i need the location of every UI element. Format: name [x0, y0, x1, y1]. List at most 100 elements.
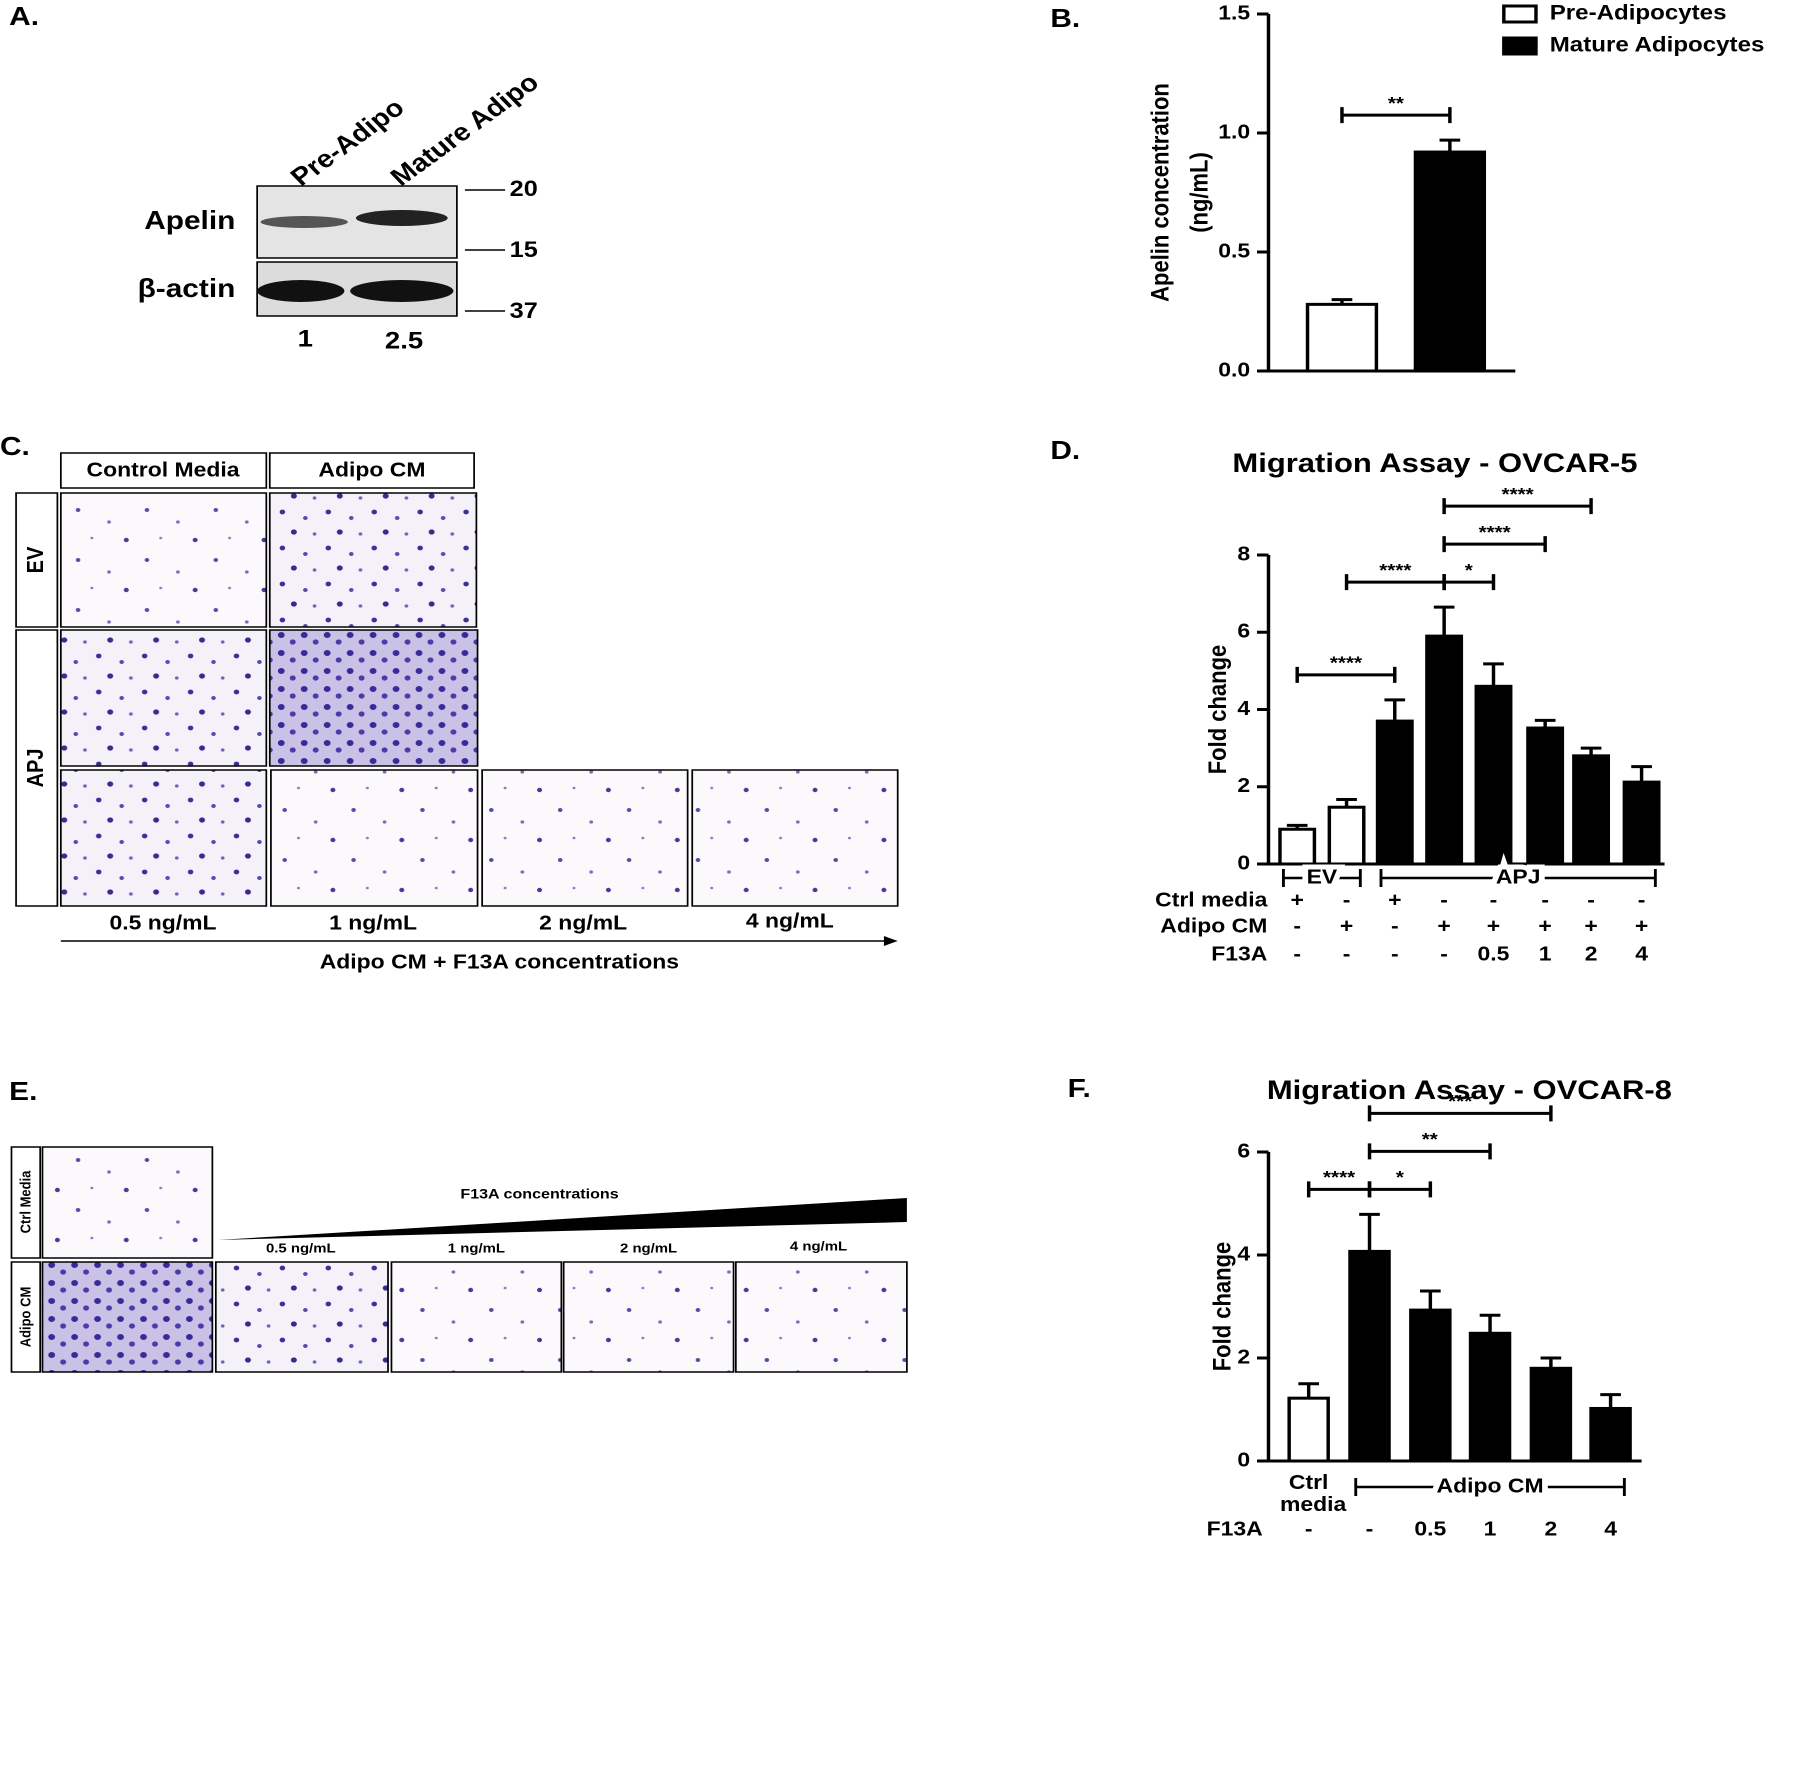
condition-value: +: [1437, 915, 1450, 937]
row-header: [10, 1261, 42, 1373]
bar: [1526, 726, 1565, 866]
y-axis-label: (ng/mL): [1186, 152, 1214, 233]
micrograph: [390, 1261, 563, 1373]
significance-bracket: [1367, 1143, 1492, 1160]
condition-value: 0.5: [1478, 943, 1510, 965]
error-bar: [1483, 662, 1504, 687]
group-line: [1354, 1478, 1626, 1496]
micrograph: [41, 1146, 214, 1259]
significance-bracket: [1367, 1181, 1433, 1198]
significance-bracket: [1367, 1105, 1553, 1122]
error-bar: [1600, 1393, 1621, 1409]
y-tick-label: 1.5: [1218, 2, 1250, 24]
condition-value: 4: [1635, 943, 1648, 965]
quantification: 2.5: [385, 328, 423, 354]
bar: [1474, 684, 1513, 866]
bar: [1529, 1366, 1573, 1463]
concentration-label: 1 ng/mL: [448, 1240, 506, 1255]
bar: [1287, 1396, 1330, 1463]
error-bar: [1631, 765, 1652, 783]
y-tick-label: 6: [1237, 620, 1250, 642]
condition-value: -: [1587, 889, 1595, 911]
panel-label: C.: [0, 432, 30, 461]
blot-band: [355, 210, 448, 226]
micrograph: [214, 1261, 389, 1373]
condition-value: -: [1638, 889, 1646, 911]
condition-value: +: [1635, 915, 1648, 937]
significance-label: ****: [1323, 1167, 1356, 1187]
row-label: EV: [23, 546, 49, 573]
significance-label: ****: [1502, 484, 1535, 504]
error-bar: [1298, 1382, 1320, 1399]
concentration-label: 1 ng/mL: [329, 912, 417, 934]
bar: [1589, 1406, 1632, 1463]
bar: [1375, 719, 1414, 866]
micrograph: [268, 492, 478, 628]
bar: [1409, 1308, 1452, 1463]
lane-label: Mature Adipo: [384, 68, 544, 191]
condition-value: -: [1343, 943, 1351, 965]
condition-value: +: [1340, 915, 1353, 937]
error-bar: [1384, 698, 1406, 722]
concentration-label: 0.5 ng/mL: [109, 912, 216, 934]
micrograph: [562, 1261, 735, 1373]
significance-label: **: [1388, 93, 1405, 113]
marker-label: 15: [510, 238, 538, 262]
y-tick-label: 0: [1237, 1449, 1250, 1471]
significance-label: *: [1465, 560, 1474, 580]
panel-label: B.: [1050, 4, 1080, 33]
concentration-label: 4 ng/mL: [746, 910, 834, 932]
significance-label: *: [1396, 1167, 1405, 1187]
concentration-label: 2 ng/mL: [620, 1240, 678, 1255]
bar: [1425, 634, 1464, 866]
error-bar: [1540, 1356, 1562, 1369]
condition-value: 2: [1545, 1518, 1558, 1540]
y-tick-label: 4: [1237, 1243, 1250, 1265]
axis-label: Adipo CM + F13A concentrations: [320, 951, 679, 973]
row-label: APJ: [23, 749, 49, 788]
legend-swatch: [1502, 4, 1538, 24]
error-bar: [1420, 1289, 1441, 1311]
micrograph: [59, 629, 268, 767]
micrograph: [481, 769, 689, 907]
condition-value: +: [1487, 915, 1500, 937]
panel-label: D.: [1050, 436, 1080, 465]
micrograph: [691, 769, 899, 907]
y-tick-label: 6: [1237, 1140, 1250, 1162]
error-bar: [1359, 1212, 1380, 1252]
condition-value: -: [1366, 1518, 1374, 1540]
y-tick-label: 0.0: [1218, 359, 1250, 381]
condition-value: -: [1293, 915, 1301, 937]
arrow-head: [883, 936, 898, 946]
bar: [1278, 827, 1317, 866]
blot-band: [257, 280, 345, 302]
chart-title: Migration Assay - OVCAR-5: [1232, 449, 1637, 479]
micrograph: [59, 769, 268, 907]
group-line: [1281, 869, 1362, 887]
condition-value: 1: [1539, 943, 1552, 965]
row-label: Adipo CM: [16, 1287, 33, 1348]
micrograph: [41, 1261, 214, 1373]
y-axis-label: Fold change: [1209, 1242, 1237, 1372]
panel-label: F.: [1068, 1074, 1091, 1103]
y-tick-label: 8: [1237, 543, 1250, 565]
group-label: Adipo CM: [1437, 1475, 1544, 1497]
blot-band: [350, 280, 454, 302]
condition-value: -: [1541, 889, 1549, 911]
bar: [1305, 302, 1379, 373]
significance-bracket: [1442, 536, 1547, 553]
micrograph: [270, 769, 479, 907]
quantification: 1: [298, 326, 313, 352]
condition-value: -: [1391, 943, 1399, 965]
y-tick-label: 2: [1237, 774, 1250, 796]
y-tick-label: 0.5: [1218, 240, 1250, 262]
group-line: [1379, 869, 1657, 887]
significance-label: ****: [1479, 522, 1512, 542]
micrograph: [268, 629, 479, 767]
bar: [1348, 1249, 1391, 1463]
panel-label: E.: [9, 1077, 37, 1106]
condition-value: +: [1584, 915, 1597, 937]
row-label: β-actin: [138, 274, 236, 303]
significance-label: ***: [1448, 1091, 1473, 1111]
column-header: [268, 452, 475, 489]
